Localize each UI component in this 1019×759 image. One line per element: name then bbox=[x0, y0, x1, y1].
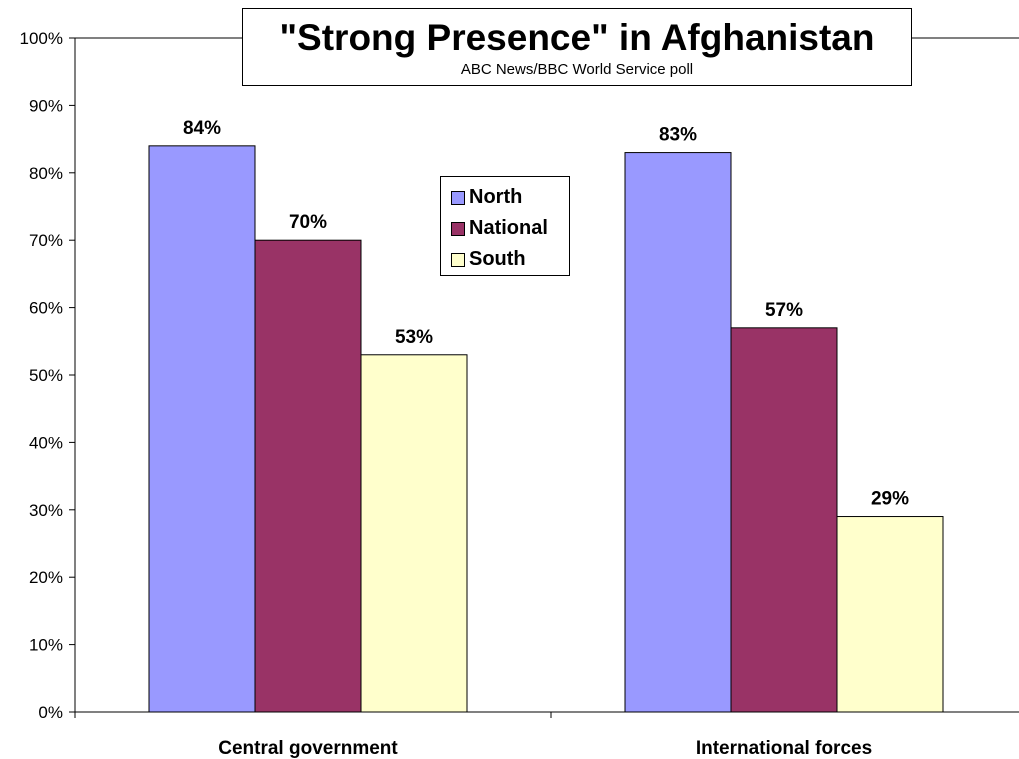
legend: North National South bbox=[440, 176, 570, 276]
bar-national-1 bbox=[254, 239, 362, 713]
bar-north-2 bbox=[624, 152, 732, 713]
legend-label-north: North bbox=[469, 186, 523, 208]
title-box: "Strong Presence" in Afghanistan ABC New… bbox=[242, 8, 912, 86]
y-tick-label: 80% bbox=[29, 164, 63, 183]
legend-label-south: South bbox=[469, 248, 526, 270]
legend-label-national: National bbox=[469, 217, 548, 239]
y-tick-label: 100% bbox=[20, 29, 63, 48]
legend-swatch-north bbox=[451, 190, 465, 205]
chart-subtitle: ABC News/BBC World Service poll bbox=[460, 61, 694, 78]
legend-swatch-national bbox=[451, 221, 465, 236]
data-label: 29% bbox=[871, 489, 909, 510]
y-tick-label: 70% bbox=[29, 231, 63, 250]
y-tick-label: 30% bbox=[29, 501, 63, 520]
bar-south-2 bbox=[836, 516, 944, 713]
x-category-label: Central government bbox=[218, 738, 398, 759]
y-tick-label: 0% bbox=[38, 703, 63, 722]
bar-south-1 bbox=[360, 354, 468, 713]
bar-national-2 bbox=[730, 327, 838, 713]
data-label: 84% bbox=[183, 118, 221, 139]
y-tick-label: 90% bbox=[29, 96, 63, 115]
data-label: 53% bbox=[395, 327, 433, 348]
y-tick-label: 10% bbox=[29, 636, 63, 655]
legend-item-north: North bbox=[451, 182, 569, 213]
data-label: 57% bbox=[765, 300, 803, 321]
legend-item-national: National bbox=[451, 213, 569, 244]
y-tick-label: 40% bbox=[29, 433, 63, 452]
data-label: 83% bbox=[659, 125, 697, 146]
y-tick-label: 60% bbox=[29, 299, 63, 318]
legend-item-south: South bbox=[451, 244, 569, 275]
legend-swatch-south bbox=[451, 252, 465, 267]
data-label: 70% bbox=[289, 212, 327, 233]
x-category-label: International forces bbox=[696, 738, 872, 759]
y-tick-label: 20% bbox=[29, 568, 63, 587]
y-tick-label: 50% bbox=[29, 366, 63, 385]
bar-north-1 bbox=[148, 145, 256, 713]
chart-title: "Strong Presence" in Afghanistan bbox=[279, 17, 875, 58]
